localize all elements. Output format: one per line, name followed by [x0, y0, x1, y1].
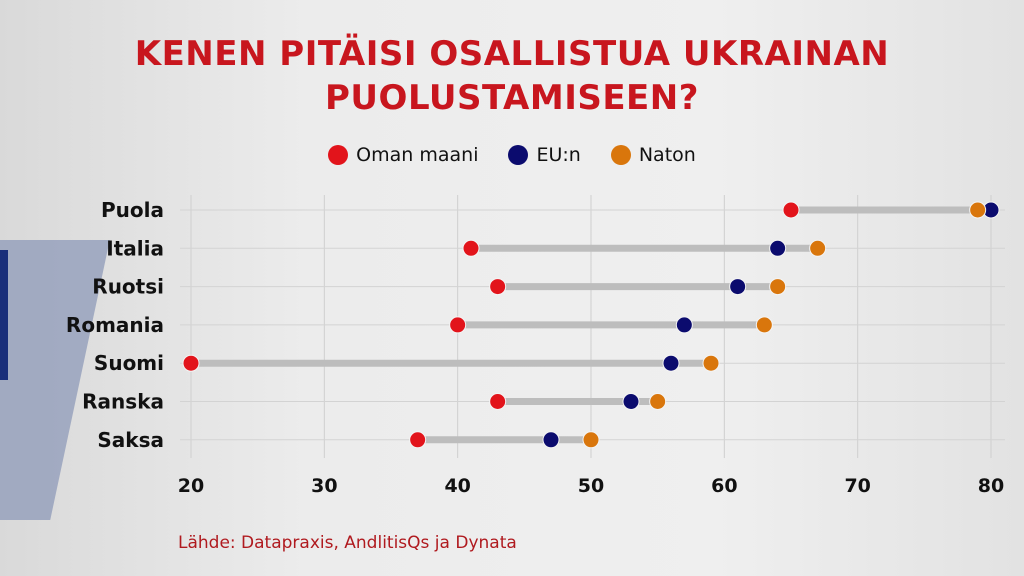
- data-point: [769, 239, 787, 257]
- data-point: [542, 431, 560, 449]
- x-tick-label: 30: [311, 475, 337, 497]
- legend-marker: [328, 145, 349, 165]
- data-point: [729, 278, 747, 296]
- x-tick-label: 20: [178, 475, 204, 497]
- legend-label: EU:n: [536, 144, 581, 166]
- data-point: [662, 354, 680, 372]
- source-text: Lähde: Datapraxis, AndlitisQs ja Dynata: [178, 533, 517, 553]
- legend-marker: [610, 145, 631, 165]
- category-label: Ruotsi: [92, 275, 164, 299]
- legend: Oman maani EU:n Naton: [0, 144, 1024, 166]
- data-point: [489, 278, 507, 296]
- legend-label: Naton: [638, 144, 696, 166]
- category-label: Italia: [106, 236, 164, 260]
- legend-label: Oman maani: [356, 144, 479, 166]
- x-tick-label: 50: [578, 475, 604, 497]
- data-point: [769, 278, 787, 296]
- data-point: [582, 431, 600, 449]
- x-tick-label: 40: [444, 475, 470, 497]
- decorative-stripe: [0, 250, 8, 380]
- x-tick-label: 60: [711, 475, 737, 497]
- legend-item: EU:n: [508, 144, 581, 166]
- data-point: [675, 316, 693, 334]
- x-tick-label: 80: [978, 475, 1004, 497]
- data-point: [462, 239, 480, 257]
- data-point: [649, 393, 667, 410]
- legend-marker: [508, 145, 529, 165]
- category-label: Puola: [101, 198, 164, 222]
- data-point: [489, 393, 507, 410]
- data-point: [702, 354, 720, 372]
- category-label: Ranska: [82, 390, 164, 414]
- data-point: [409, 431, 427, 449]
- data-point: [782, 201, 800, 219]
- data-point: [755, 316, 773, 334]
- data-point: [809, 239, 827, 257]
- data-point: [969, 201, 987, 219]
- legend-item: Naton: [610, 144, 696, 166]
- data-point: [449, 316, 467, 334]
- chart-title: KENEN PITÄISI OSALLISTUA UKRAINAN PUOLUS…: [134, 34, 890, 118]
- category-label: Saksa: [97, 428, 164, 452]
- x-tick-label: 70: [844, 475, 870, 497]
- legend-item: Oman maani: [328, 144, 478, 166]
- category-label: Romania: [66, 313, 164, 337]
- data-point: [622, 393, 640, 410]
- data-point: [182, 354, 200, 372]
- category-label: Suomi: [94, 351, 164, 375]
